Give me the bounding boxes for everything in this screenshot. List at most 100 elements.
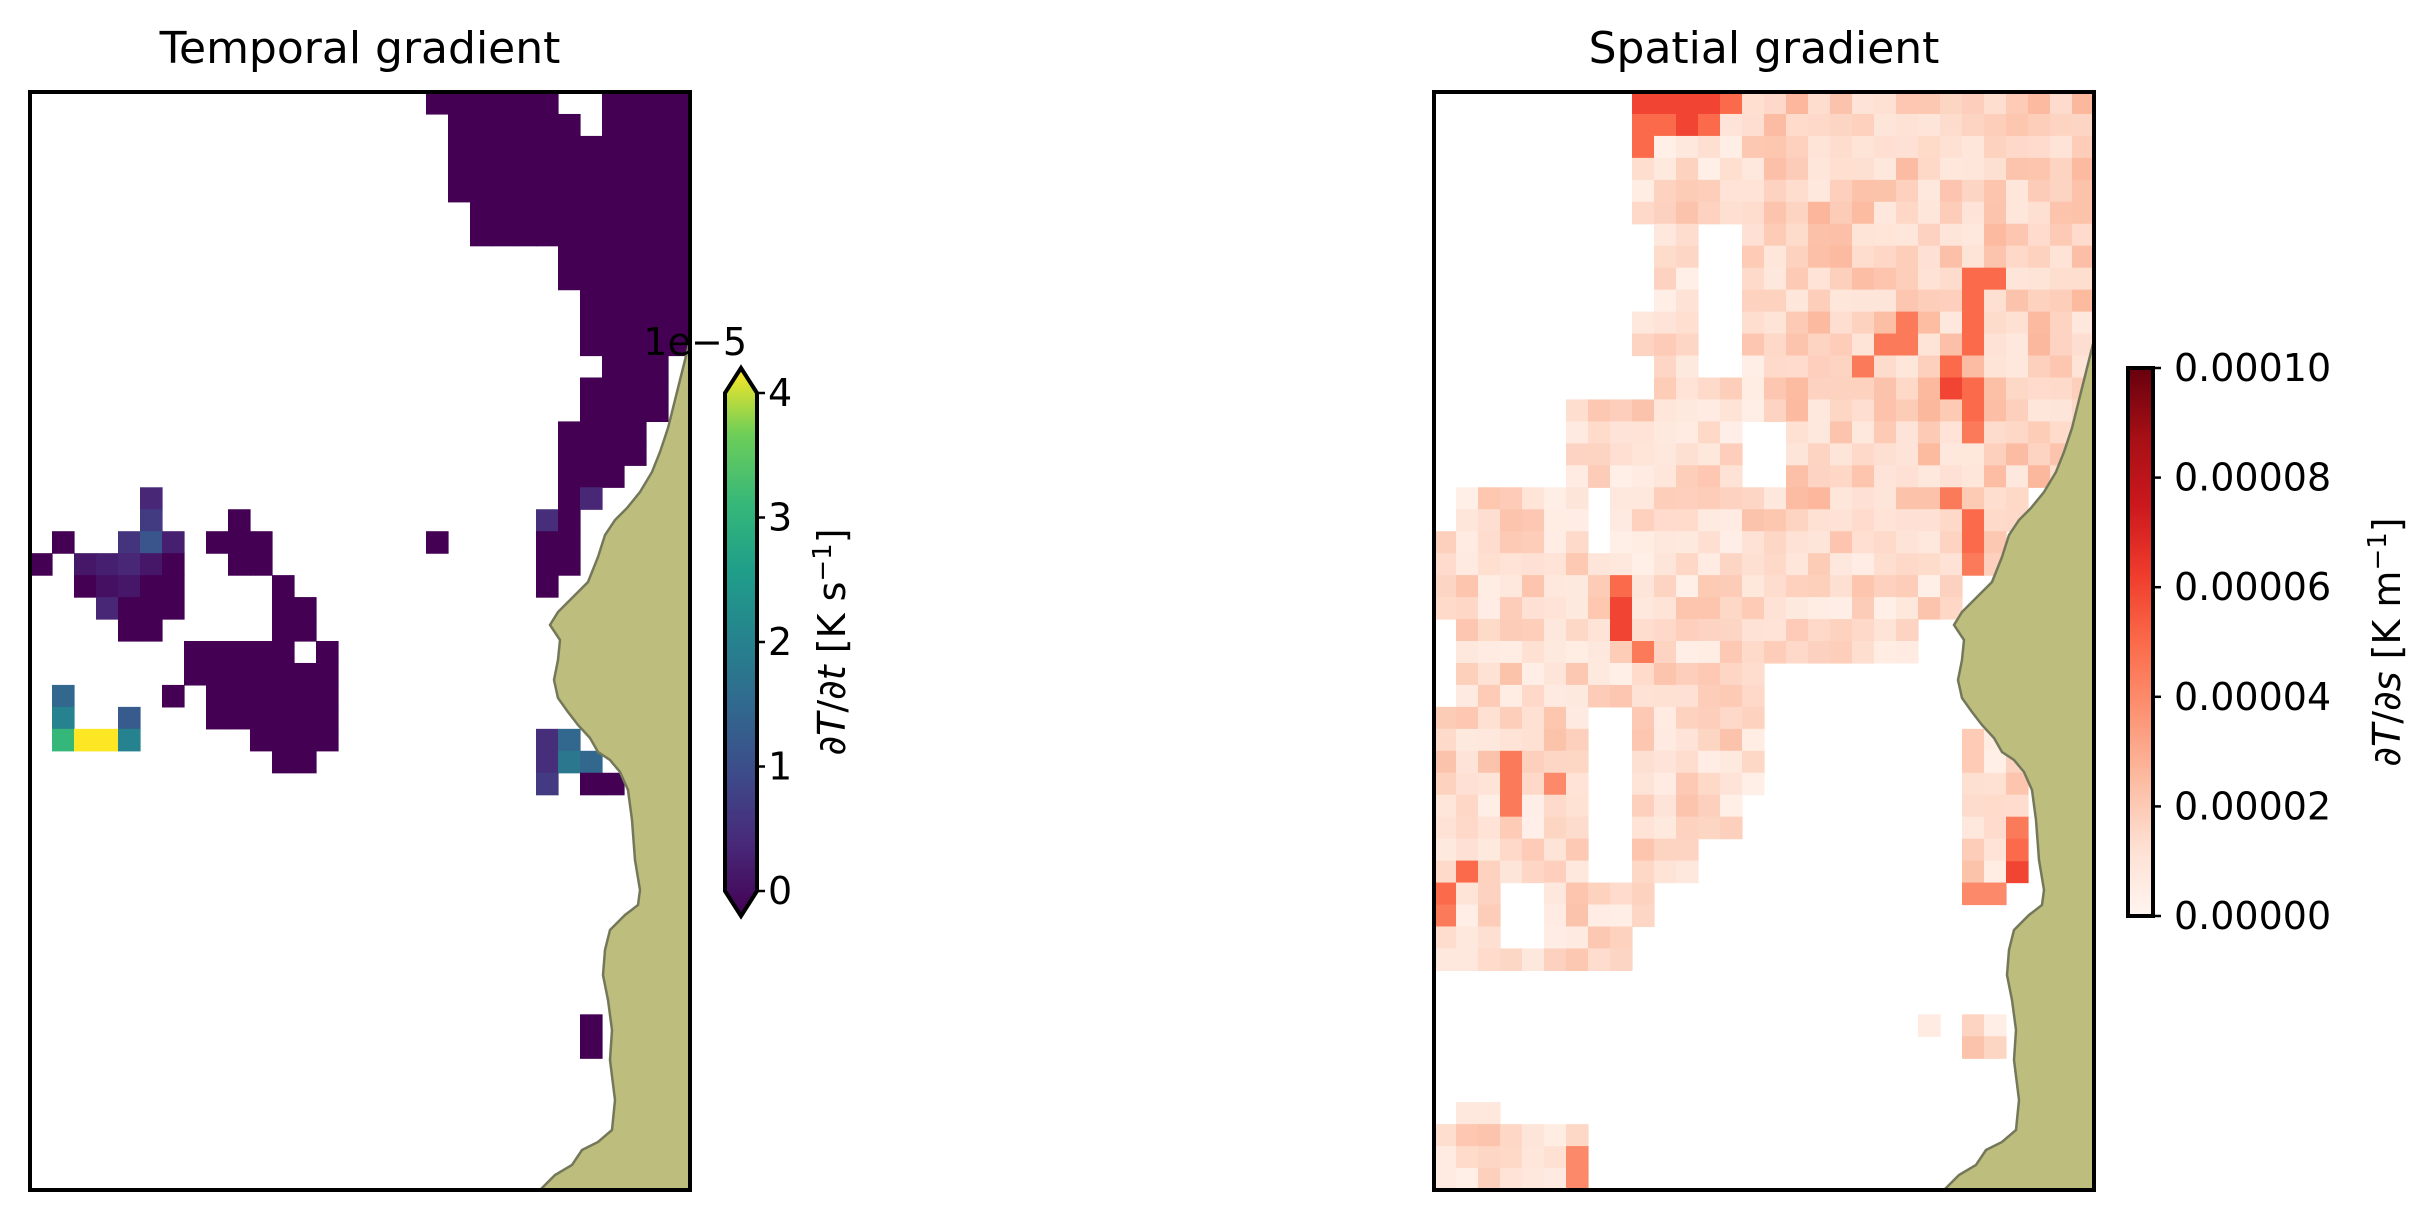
temporal-cell	[580, 135, 603, 159]
temporal-cell	[96, 728, 119, 752]
spatial-cell	[1852, 619, 1875, 642]
spatial-cell	[1874, 641, 1897, 664]
temporal-cell	[184, 662, 207, 686]
spatial-cell	[1896, 597, 1919, 620]
spatial-cell	[1852, 421, 1875, 444]
spatial-cell	[1962, 531, 1985, 554]
spatial-cell	[1522, 619, 1545, 642]
temporal-cell	[448, 113, 471, 137]
temporal-cell	[470, 113, 493, 137]
spatial-cell	[1962, 487, 1985, 510]
spatial-cell	[1456, 619, 1479, 642]
spatial-cell	[2050, 289, 2073, 313]
temporal-cell	[118, 706, 141, 730]
spatial-cell	[1478, 1146, 1501, 1169]
temporal-cell	[448, 135, 471, 159]
spatial-cell	[1808, 509, 1831, 532]
temporal-cell	[602, 201, 625, 225]
spatial-cell	[1962, 113, 1985, 137]
spatial-cell	[1632, 575, 1655, 598]
temporal-cell	[558, 531, 581, 554]
spatial-cell	[1896, 487, 1919, 510]
spatial-cell	[1478, 728, 1501, 752]
temporal-cell	[470, 92, 493, 115]
spatial-cell	[2028, 333, 2051, 357]
spatial-cell	[1808, 443, 1831, 466]
spatial-cell	[1742, 113, 1765, 137]
spatial-cell	[1874, 597, 1897, 620]
spatial-cell	[1984, 531, 2007, 554]
spatial-cell	[1874, 201, 1897, 225]
spatial-cell	[1588, 641, 1611, 664]
spatial-cell	[1720, 728, 1743, 752]
temporal-cell	[96, 553, 119, 576]
spatial-cell	[1610, 619, 1633, 642]
spatial-cell	[1654, 245, 1677, 269]
spatial-cell	[1478, 772, 1501, 796]
spatial-cell	[2006, 201, 2029, 225]
spatial-cell	[1830, 443, 1853, 466]
spatial-cell	[1918, 553, 1941, 576]
spatial-cell	[1566, 706, 1589, 730]
spatial-cell	[1456, 575, 1479, 598]
temporal-cell	[646, 113, 669, 137]
spatial-cell	[1852, 201, 1875, 225]
temporal-cell	[228, 706, 251, 730]
spatial-cell	[1984, 838, 2007, 862]
temporal-cell	[316, 728, 339, 752]
spatial-cell	[1500, 509, 1523, 532]
temporal-cell	[492, 113, 515, 137]
spatial-cell	[1522, 772, 1545, 796]
temporal-cell	[448, 179, 471, 203]
spatial-cell	[1984, 355, 2007, 379]
spatial-cell	[1544, 882, 1567, 906]
temporal-cell	[602, 399, 625, 422]
temporal-cell	[316, 684, 339, 708]
spatial-cell	[1962, 355, 1985, 379]
spatial-cell	[1566, 684, 1589, 708]
spatial-cell	[1786, 355, 1809, 379]
spatial-cell	[1698, 575, 1721, 598]
spatial-cell	[1500, 1124, 1523, 1147]
spatial-axes-frame	[1432, 90, 2096, 1192]
spatial-cell	[1918, 333, 1941, 357]
temporal-cell	[668, 179, 690, 203]
spatial-cell	[1676, 267, 1699, 291]
spatial-cell	[1830, 289, 1853, 313]
spatial-cell	[1720, 509, 1743, 532]
spatial-cell	[1654, 399, 1677, 422]
spatial-cell	[1676, 465, 1699, 488]
spatial-cell	[1566, 794, 1589, 818]
spatial-cell	[1698, 750, 1721, 774]
spatial-cell	[2072, 179, 2094, 203]
temporal-cell	[602, 311, 625, 335]
spatial-cell	[1698, 487, 1721, 510]
spatial-cell	[1566, 619, 1589, 642]
spatial-cell	[1676, 772, 1699, 796]
spatial-cell	[1874, 553, 1897, 576]
spatial-cell	[1500, 1146, 1523, 1169]
spatial-cell	[1676, 509, 1699, 532]
temporal-cell	[580, 311, 603, 335]
spatial-cell	[2006, 377, 2029, 401]
spatial-cell	[1720, 399, 1743, 422]
spatial-cell	[1588, 684, 1611, 708]
spatial-cell	[1456, 838, 1479, 862]
spatial-colorbar-tick-label: 0.00002	[2174, 784, 2331, 828]
spatial-cell	[2006, 838, 2029, 862]
spatial-cell	[1610, 948, 1633, 971]
spatial-cell	[1830, 377, 1853, 401]
spatial-cell	[2006, 179, 2029, 203]
spatial-cell	[1522, 662, 1545, 686]
spatial-cell	[1654, 113, 1677, 137]
temporal-colorbar-fill	[725, 368, 757, 916]
spatial-cell	[1962, 443, 1985, 466]
spatial-cell	[2006, 289, 2029, 313]
temporal-cell	[580, 289, 603, 313]
spatial-cell	[1830, 135, 1853, 159]
temporal-cell	[580, 1014, 603, 1037]
spatial-cell	[1610, 641, 1633, 664]
spatial-cell	[1918, 509, 1941, 532]
spatial-cell	[1852, 157, 1875, 181]
spatial-cell	[1698, 465, 1721, 488]
